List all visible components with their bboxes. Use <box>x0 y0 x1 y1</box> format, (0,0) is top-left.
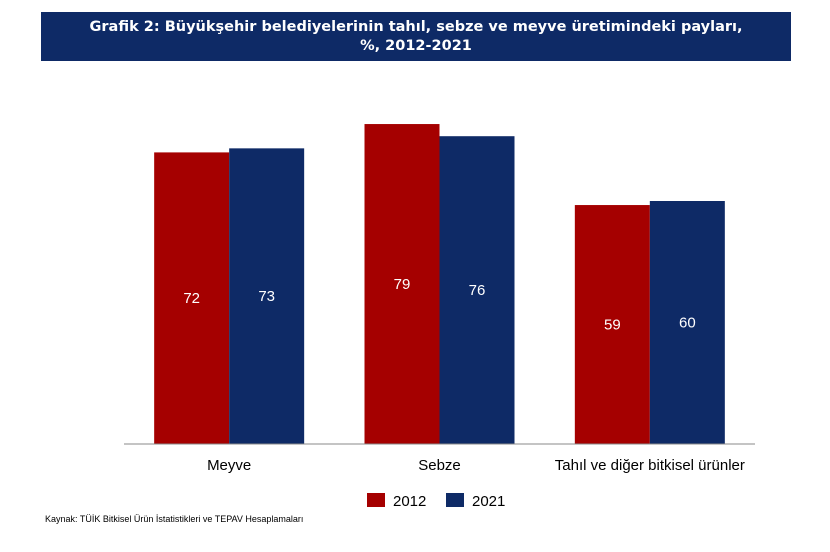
category-label-1: Sebze <box>418 457 461 474</box>
legend-label-2012: 2012 <box>393 493 426 510</box>
legend-swatch-2021 <box>446 493 464 507</box>
legend-swatch-2012 <box>367 493 385 507</box>
chart-title-line-1: Grafik 2: Büyükşehir belediyelerinin tah… <box>89 18 743 35</box>
data-label-2021-2: 60 <box>679 315 696 332</box>
bar-meyve-2012 <box>154 152 230 444</box>
bar-sebze-2021 <box>439 136 515 444</box>
bar-tah-l-ve-di-er-bitkisel-r-nler-2021 <box>649 201 725 444</box>
bar-sebze-2012 <box>364 124 440 445</box>
data-label-2012-0: 72 <box>183 290 200 307</box>
data-label-2012-1: 79 <box>394 276 411 293</box>
category-label-2: Tahıl ve diğer bitkisel ürünler <box>555 457 745 474</box>
chart-title-bar: Grafik 2: Büyükşehir belediyelerinin tah… <box>41 12 791 61</box>
source-note: Kaynak: TÜİK Bitkisel Ürün İstatistikler… <box>45 514 304 524</box>
data-label-2012-2: 59 <box>604 317 621 334</box>
data-label-2021-1: 76 <box>469 282 486 299</box>
legend-label-2021: 2021 <box>472 493 505 510</box>
category-label-0: Meyve <box>207 457 251 474</box>
data-label-2021-0: 73 <box>258 288 275 305</box>
bar-tah-l-ve-di-er-bitkisel-r-nler-2012 <box>574 205 650 444</box>
bar-meyve-2021 <box>229 148 305 444</box>
chart-title-line-2: %, 2012-2021 <box>360 37 472 54</box>
